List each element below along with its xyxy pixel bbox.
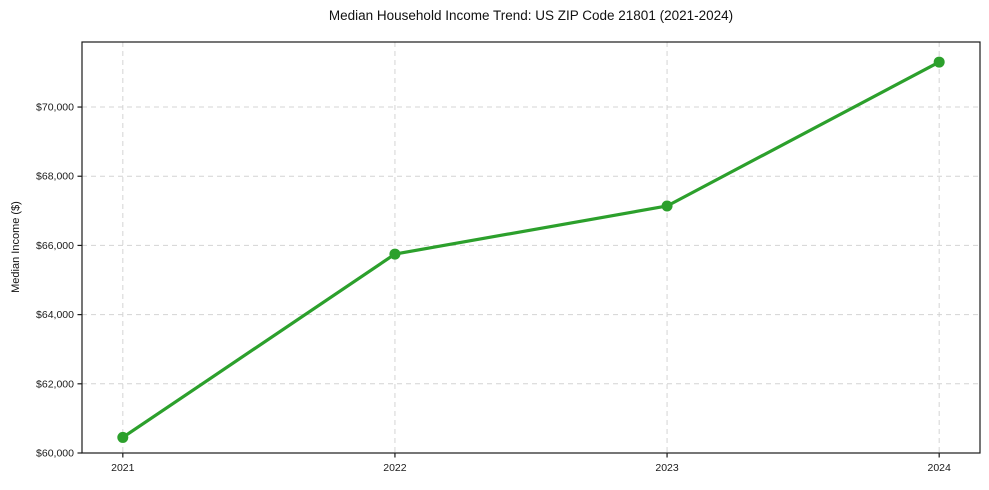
- y-tick-label: $70,000: [36, 102, 74, 114]
- x-tick-label: 2024: [928, 462, 952, 474]
- plot-border: [81, 41, 981, 454]
- trend-line: [121, 60, 941, 440]
- y-tick-label: $68,000: [36, 171, 74, 183]
- x-tick-label: 2023: [655, 462, 679, 474]
- data-point-marker: [117, 431, 129, 443]
- data-point-marker: [389, 248, 401, 260]
- data-point-marker: [661, 200, 673, 212]
- y-tick-label: $62,000: [36, 378, 74, 390]
- y-tick-label: $66,000: [36, 240, 74, 252]
- x-tick-label: 2022: [383, 462, 407, 474]
- y-tick-label: $60,000: [36, 448, 74, 460]
- chart-title: Median Household Income Trend: US ZIP Co…: [328, 8, 734, 23]
- data-point-marker: [933, 56, 945, 68]
- x-tick-label: 2021: [111, 462, 135, 474]
- y-tick-label: $64,000: [36, 309, 74, 321]
